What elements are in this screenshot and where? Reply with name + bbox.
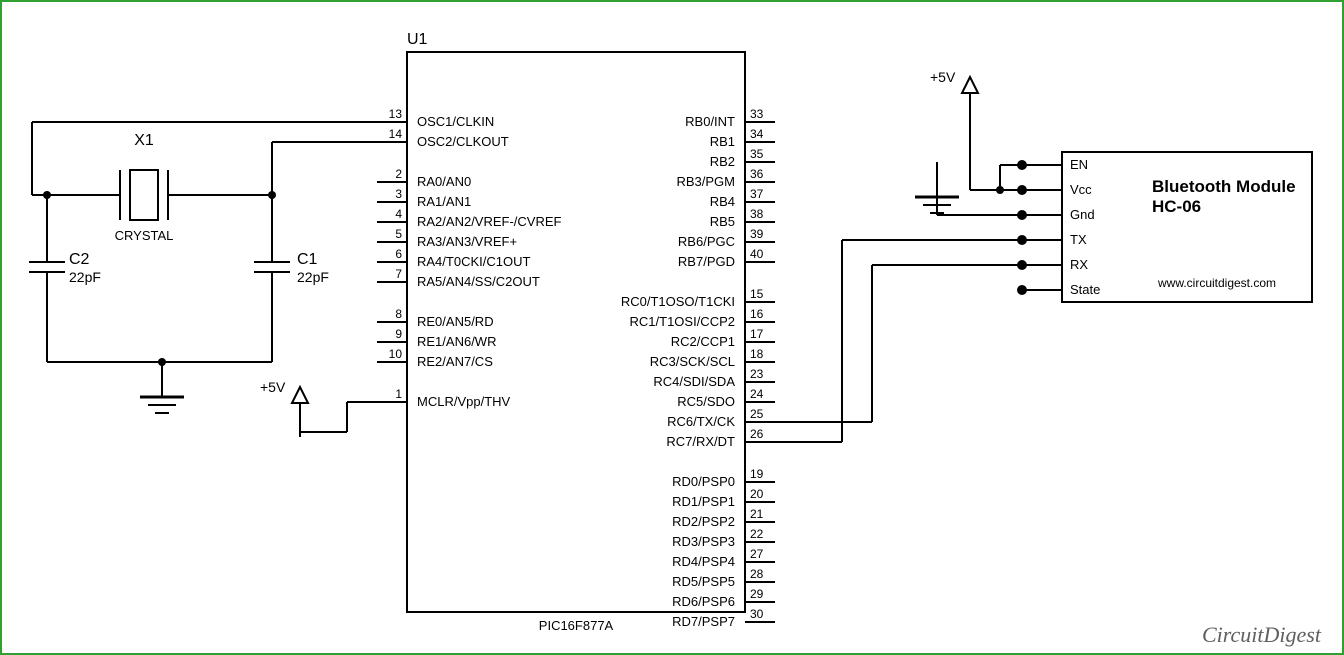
svg-text:RE2/AN7/CS: RE2/AN7/CS — [417, 354, 493, 369]
svg-text:6: 6 — [395, 247, 402, 261]
svg-text:State: State — [1070, 282, 1100, 297]
svg-text:22pF: 22pF — [69, 269, 101, 285]
svg-text:28: 28 — [750, 567, 764, 581]
svg-text:RA5/AN4/SS/C2OUT: RA5/AN4/SS/C2OUT — [417, 274, 540, 289]
svg-text:RE0/AN5/RD: RE0/AN5/RD — [417, 314, 494, 329]
svg-text:RB6/PGC: RB6/PGC — [678, 234, 735, 249]
svg-text:2: 2 — [395, 167, 402, 181]
svg-text:34: 34 — [750, 127, 764, 141]
svg-text:RA4/T0CKI/C1OUT: RA4/T0CKI/C1OUT — [417, 254, 530, 269]
svg-text:40: 40 — [750, 247, 764, 261]
svg-text:X1: X1 — [134, 132, 154, 149]
svg-text:25: 25 — [750, 407, 764, 421]
svg-text:20: 20 — [750, 487, 764, 501]
svg-text:21: 21 — [750, 507, 764, 521]
svg-text:RB4: RB4 — [710, 194, 735, 209]
svg-text:Vcc: Vcc — [1070, 182, 1092, 197]
svg-text:Gnd: Gnd — [1070, 207, 1095, 222]
svg-text:+5V: +5V — [260, 379, 286, 395]
svg-text:RA1/AN1: RA1/AN1 — [417, 194, 471, 209]
svg-text:RB0/INT: RB0/INT — [685, 114, 735, 129]
svg-text:Bluetooth Module: Bluetooth Module — [1152, 177, 1296, 196]
svg-text:U1: U1 — [407, 31, 428, 48]
svg-text:RD4/PSP4: RD4/PSP4 — [672, 554, 735, 569]
svg-text:4: 4 — [395, 207, 402, 221]
svg-text:RD3/PSP3: RD3/PSP3 — [672, 534, 735, 549]
svg-text:15: 15 — [750, 287, 764, 301]
svg-text:16: 16 — [750, 307, 764, 321]
svg-text:RB2: RB2 — [710, 154, 735, 169]
svg-text:37: 37 — [750, 187, 764, 201]
svg-text:RD5/PSP5: RD5/PSP5 — [672, 574, 735, 589]
svg-text:RX: RX — [1070, 257, 1088, 272]
svg-text:RD0/PSP0: RD0/PSP0 — [672, 474, 735, 489]
svg-text:RD6/PSP6: RD6/PSP6 — [672, 594, 735, 609]
svg-text:9: 9 — [395, 327, 402, 341]
svg-text:MCLR/Vpp/THV: MCLR/Vpp/THV — [417, 394, 511, 409]
svg-text:13: 13 — [389, 107, 403, 121]
svg-text:CircuitDigest: CircuitDigest — [1202, 622, 1322, 647]
svg-text:HC-06: HC-06 — [1152, 197, 1201, 216]
svg-text:RD1/PSP1: RD1/PSP1 — [672, 494, 735, 509]
svg-text:22pF: 22pF — [297, 269, 329, 285]
svg-text:RA2/AN2/VREF-/CVREF: RA2/AN2/VREF-/CVREF — [417, 214, 562, 229]
svg-text:38: 38 — [750, 207, 764, 221]
svg-text:RB7/PGD: RB7/PGD — [678, 254, 735, 269]
svg-text:C2: C2 — [69, 251, 90, 268]
svg-text:10: 10 — [389, 347, 403, 361]
svg-text:RA0/AN0: RA0/AN0 — [417, 174, 471, 189]
svg-text:TX: TX — [1070, 232, 1087, 247]
svg-text:RC3/SCK/SCL: RC3/SCK/SCL — [650, 354, 735, 369]
svg-text:RB3/PGM: RB3/PGM — [676, 174, 735, 189]
svg-text:22: 22 — [750, 527, 764, 541]
svg-text:RC0/T1OSO/T1CKI: RC0/T1OSO/T1CKI — [621, 294, 735, 309]
svg-text:RC5/SDO: RC5/SDO — [677, 394, 735, 409]
svg-text:+5V: +5V — [930, 69, 956, 85]
svg-text:RA3/AN3/VREF+: RA3/AN3/VREF+ — [417, 234, 517, 249]
svg-text:39: 39 — [750, 227, 764, 241]
svg-text:18: 18 — [750, 347, 764, 361]
svg-text:RC2/CCP1: RC2/CCP1 — [671, 334, 735, 349]
svg-text:OSC2/CLKOUT: OSC2/CLKOUT — [417, 134, 509, 149]
svg-text:PIC16F877A: PIC16F877A — [539, 618, 614, 633]
svg-text:C1: C1 — [297, 251, 318, 268]
svg-text:CRYSTAL: CRYSTAL — [115, 228, 174, 243]
svg-text:EN: EN — [1070, 157, 1088, 172]
svg-text:24: 24 — [750, 387, 764, 401]
svg-text:RC4/SDI/SDA: RC4/SDI/SDA — [653, 374, 735, 389]
svg-text:14: 14 — [389, 127, 403, 141]
svg-text:RB1: RB1 — [710, 134, 735, 149]
svg-text:35: 35 — [750, 147, 764, 161]
svg-text:8: 8 — [395, 307, 402, 321]
svg-text:17: 17 — [750, 327, 764, 341]
svg-text:29: 29 — [750, 587, 764, 601]
svg-text:RC1/T1OSI/CCP2: RC1/T1OSI/CCP2 — [630, 314, 735, 329]
svg-text:26: 26 — [750, 427, 764, 441]
svg-text:23: 23 — [750, 367, 764, 381]
svg-text:30: 30 — [750, 607, 764, 621]
svg-text:RD7/PSP7: RD7/PSP7 — [672, 614, 735, 629]
svg-text:www.circuitdigest.com: www.circuitdigest.com — [1157, 276, 1276, 290]
svg-text:OSC1/CLKIN: OSC1/CLKIN — [417, 114, 494, 129]
svg-text:RB5: RB5 — [710, 214, 735, 229]
svg-text:RD2/PSP2: RD2/PSP2 — [672, 514, 735, 529]
schematic-canvas: U1PIC16F877A13OSC1/CLKIN14OSC2/CLKOUT2RA… — [0, 0, 1344, 655]
svg-text:5: 5 — [395, 227, 402, 241]
svg-text:RC7/RX/DT: RC7/RX/DT — [666, 434, 735, 449]
schematic-svg: U1PIC16F877A13OSC1/CLKIN14OSC2/CLKOUT2RA… — [2, 2, 1342, 653]
svg-text:3: 3 — [395, 187, 402, 201]
svg-text:27: 27 — [750, 547, 764, 561]
svg-text:1: 1 — [395, 387, 402, 401]
svg-text:36: 36 — [750, 167, 764, 181]
svg-text:RE1/AN6/WR: RE1/AN6/WR — [417, 334, 496, 349]
svg-text:19: 19 — [750, 467, 764, 481]
svg-text:33: 33 — [750, 107, 764, 121]
svg-text:7: 7 — [395, 267, 402, 281]
svg-text:RC6/TX/CK: RC6/TX/CK — [667, 414, 735, 429]
